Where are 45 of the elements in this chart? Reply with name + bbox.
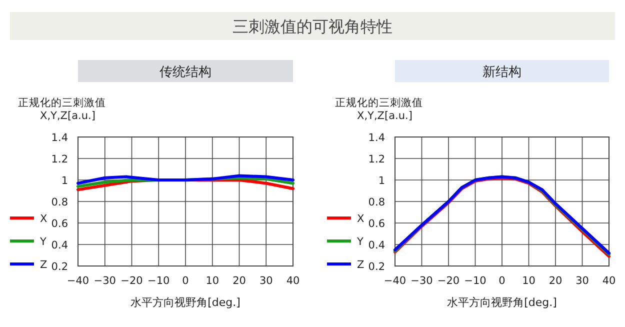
y-axis-title: 正规化的三刺激值 X,Y,Z[a.u.] xyxy=(18,96,106,122)
y-tick-label: 0.6 xyxy=(368,218,386,230)
legend-label: Z xyxy=(40,259,48,271)
y-tick-label: 0.8 xyxy=(368,196,385,208)
y-axis-title: 正规化的三刺激值 X,Y,Z[a.u.] xyxy=(335,96,423,122)
y-tick-label: 1.2 xyxy=(51,154,68,166)
x-tick-label: 30 xyxy=(259,275,273,287)
chart-title: 新结构 xyxy=(482,65,522,80)
x-tick-label: 0 xyxy=(498,275,506,287)
y-tick-label: 1 xyxy=(61,175,68,187)
y-tick-label: 1 xyxy=(378,175,385,187)
x-tick-label: 30 xyxy=(576,275,589,287)
x-tick-label: −20 xyxy=(120,275,143,287)
y-tick-label: 0.4 xyxy=(51,240,68,252)
x-tick-label: 40 xyxy=(286,275,300,287)
x-tick-label: −10 xyxy=(464,275,486,287)
x-tick-label: −20 xyxy=(437,275,460,287)
legend-label: X xyxy=(40,213,48,225)
legend-label: Z xyxy=(357,259,364,271)
x-tick-label: 40 xyxy=(602,275,616,287)
y-tick-label: 0.4 xyxy=(368,240,386,252)
x-tick-label: −30 xyxy=(410,275,433,287)
x-axis-title: 水平方向视野角[deg.] xyxy=(447,296,557,309)
x-tick-label: 10 xyxy=(206,275,220,287)
y-tick-label: 0.6 xyxy=(51,218,68,230)
x-tick-label: 10 xyxy=(522,275,536,287)
legend-label: Y xyxy=(39,236,47,248)
x-tick-label: 20 xyxy=(232,275,246,287)
x-tick-label: −10 xyxy=(148,275,170,287)
x-tick-label: −30 xyxy=(94,275,116,287)
x-tick-label: 0 xyxy=(182,275,189,287)
chart-title: 传统结构 xyxy=(160,65,212,80)
text: 三刺激值的可视角特性 xyxy=(232,17,392,36)
x-tick-label: −40 xyxy=(66,275,90,287)
y-tick-label: 0.2 xyxy=(368,261,385,273)
y-tick-label: 0.2 xyxy=(51,261,68,273)
y-tick-label: 1.4 xyxy=(51,132,68,144)
x-tick-label: −40 xyxy=(384,275,406,287)
legend-label: Y xyxy=(356,236,364,248)
y-tick-label: 1.4 xyxy=(368,132,386,144)
legend-label: X xyxy=(357,213,364,225)
y-tick-label: 1.2 xyxy=(368,154,385,166)
x-tick-label: 20 xyxy=(548,275,562,287)
x-axis-title: 水平方向视野角[deg.] xyxy=(130,296,240,309)
y-tick-label: 0.8 xyxy=(51,196,68,208)
